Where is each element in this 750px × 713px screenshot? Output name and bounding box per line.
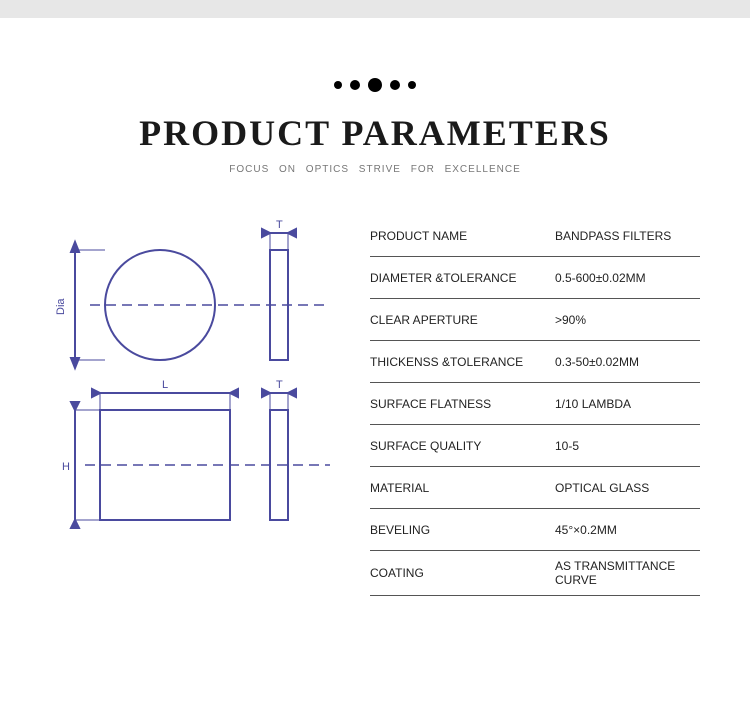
spec-value: >90% xyxy=(555,313,700,327)
spec-value: 10-5 xyxy=(555,439,700,453)
rect-diagram: L H T xyxy=(40,375,340,545)
dot-icon xyxy=(368,78,382,92)
l-label: L xyxy=(162,379,168,391)
spec-row: MATERIAL OPTICAL GLASS xyxy=(370,467,700,509)
spec-row: SURFACE FLATNESS 1/10 LAMBDA xyxy=(370,383,700,425)
dia-label: Dia xyxy=(55,298,67,315)
content-area: Dia T xyxy=(0,215,750,596)
spec-label: SURFACE QUALITY xyxy=(370,439,555,453)
t-label: T xyxy=(276,219,283,231)
h-label: H xyxy=(62,461,70,473)
spec-table: PRODUCT NAME BANDPASS FILTERS DIAMETER &… xyxy=(370,215,700,596)
spec-label: DIAMETER &TOLERANCE xyxy=(370,271,555,285)
circle-diagram: Dia T xyxy=(40,215,340,375)
spec-label: BEVELING xyxy=(370,523,555,537)
spec-value: BANDPASS FILTERS xyxy=(555,229,700,243)
spec-row: BEVELING 45°×0.2MM xyxy=(370,509,700,551)
spec-row: DIAMETER &TOLERANCE 0.5-600±0.02MM xyxy=(370,257,700,299)
spec-value: 0.5-600±0.02MM xyxy=(555,271,700,285)
spec-row: COATING AS TRANSMITTANCE CURVE xyxy=(370,551,700,596)
page-subtitle: FOCUS ON OPTICS STRIVE FOR EXCELLENCE xyxy=(0,164,750,175)
spec-label: COATING xyxy=(370,566,555,580)
diagram-column: Dia T xyxy=(40,215,360,596)
spec-row: PRODUCT NAME BANDPASS FILTERS xyxy=(370,215,700,257)
decorative-dots xyxy=(0,78,750,92)
spec-value: AS TRANSMITTANCE CURVE xyxy=(555,559,700,587)
spec-row: SURFACE QUALITY 10-5 xyxy=(370,425,700,467)
spec-label: MATERIAL xyxy=(370,481,555,495)
spec-row: CLEAR APERTURE >90% xyxy=(370,299,700,341)
spec-value: OPTICAL GLASS xyxy=(555,481,700,495)
spec-value: 45°×0.2MM xyxy=(555,523,700,537)
spec-row: THICKENSS &TOLERANCE 0.3-50±0.02MM xyxy=(370,341,700,383)
dot-icon xyxy=(390,80,400,90)
dot-icon xyxy=(334,81,342,89)
spec-label: SURFACE FLATNESS xyxy=(370,397,555,411)
spec-value: 0.3-50±0.02MM xyxy=(555,355,700,369)
spec-label: CLEAR APERTURE xyxy=(370,313,555,327)
page-title: PRODUCT PARAMETERS xyxy=(0,112,750,154)
spec-label: THICKENSS &TOLERANCE xyxy=(370,355,555,369)
top-bar xyxy=(0,0,750,18)
dot-icon xyxy=(350,80,360,90)
t-label-2: T xyxy=(276,379,283,391)
spec-label: PRODUCT NAME xyxy=(370,229,555,243)
dot-icon xyxy=(408,81,416,89)
spec-value: 1/10 LAMBDA xyxy=(555,397,700,411)
